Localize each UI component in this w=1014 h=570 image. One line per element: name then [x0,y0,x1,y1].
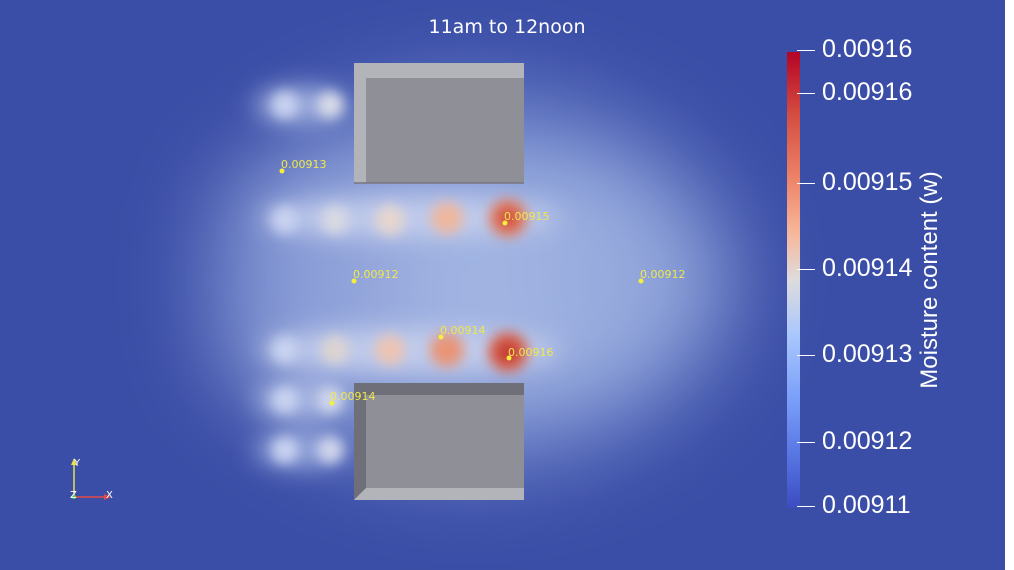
probe-label: 0.00914 [440,324,486,337]
colorbar-tick-label: 0.00915 [822,168,913,196]
colorbar-tick [797,506,815,507]
probe-label: 0.00912 [353,268,399,281]
colorbar-tick-label: 0.00911 [822,491,911,519]
probe-point: 0.00916 [506,346,554,361]
colorbar-title: Moisture content (w) [916,171,943,389]
z-axis-label: Z [70,490,77,501]
colorbar-tick [797,50,815,51]
orientation-axes: Y Z X [70,458,113,501]
colorbar-tick-label: 0.00912 [822,427,913,455]
building-block-bottom [354,383,524,500]
x-axis-arrow-icon [104,494,111,500]
probe-point: 0.00915 [502,210,550,226]
probe-label: 0.00916 [508,346,554,359]
colorbar-tick [797,269,815,270]
colorbar-tick-label: 0.00913 [822,340,913,368]
building-block-top [354,63,524,184]
probe-point: 0.00912 [351,268,399,284]
probe-point: 0.00914 [438,324,486,340]
colorbar-tick-label: 0.00916 [822,35,913,63]
probe-point: 0.00912 [638,268,686,284]
z-axis-dot [72,495,76,499]
x-axis-label: X [106,490,113,501]
probe-label: 0.00912 [640,268,686,281]
probe-label: 0.00915 [504,210,550,223]
colorbar-tick-label: 0.00916 [822,78,913,106]
probe-label: 0.00913 [281,158,327,171]
colorbar [787,52,800,508]
probe-point: 0.00914 [329,390,376,406]
colorbar-tick [797,93,815,94]
colorbar-tick [797,183,815,184]
probe-point: 0.00913 [279,158,327,174]
colorbar-tick [797,355,815,356]
window-edge [1005,0,1014,570]
moisture-sources [272,92,528,463]
page-title: 11am to 12noon [428,16,586,38]
y-axis-arrow-icon [71,458,77,465]
colorbar-tick-label: 0.00914 [822,254,913,282]
colorbar-tick [797,442,815,443]
y-axis-label: Y [73,458,81,469]
probe-label: 0.00914 [330,390,376,403]
